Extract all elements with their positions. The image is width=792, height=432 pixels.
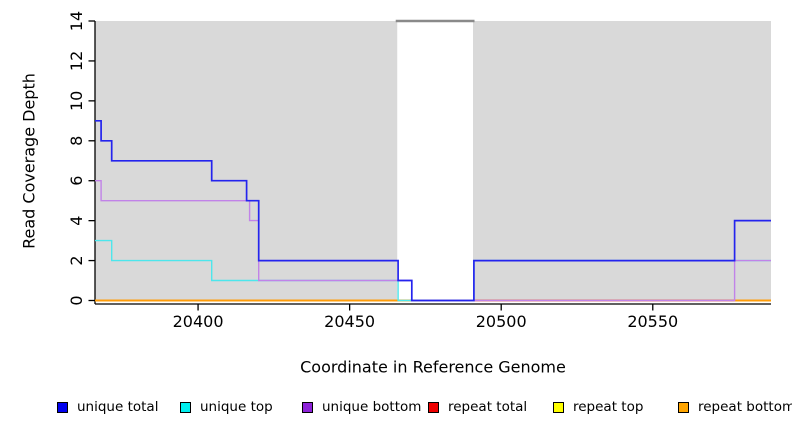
y-tick-label: 0 — [67, 295, 86, 305]
y-tick-label: 8 — [67, 136, 86, 146]
legend-item-unique-total: unique total — [57, 400, 158, 414]
legend-swatch-repeat-total — [428, 401, 439, 413]
legend-item-unique-top: unique top — [180, 400, 273, 414]
legend-label: unique total — [77, 399, 159, 415]
legend-swatch-repeat-bottom — [678, 401, 689, 413]
legend-item-repeat-total: repeat total — [428, 400, 527, 414]
y-axis-title: Read Coverage Depth — [19, 73, 39, 249]
y-tick-label: 4 — [67, 216, 86, 226]
legend-swatch-unique-bottom — [302, 401, 313, 413]
legend-label: repeat bottom — [698, 399, 792, 415]
legend-swatch-repeat-top — [553, 401, 564, 413]
legend-label: unique bottom — [322, 399, 422, 415]
legend-item-repeat-bottom: repeat bottom — [678, 400, 792, 414]
legend-swatch-unique-top — [180, 401, 191, 413]
x-tick-label: 20400 — [173, 312, 224, 331]
coverage-chart-canvas: 0 2 4 6 8 10 12 14 20400 20450 20500 20550 — [67, 11, 771, 331]
y-tick-label: 2 — [67, 255, 86, 265]
x-tick-label: 20450 — [324, 312, 375, 331]
y-tick-label: 12 — [67, 51, 86, 71]
legend-swatch-unique-total — [57, 401, 68, 413]
x-tick-label: 20550 — [627, 312, 678, 331]
legend-label: repeat total — [448, 399, 528, 415]
legend-label: repeat top — [573, 399, 644, 415]
legend-label: unique top — [200, 399, 273, 415]
series-line-unique-total — [95, 119, 771, 302]
plot-background-right — [473, 21, 771, 302]
y-tick-label: 10 — [67, 91, 86, 111]
x-axis-title: Coordinate in Reference Genome — [300, 357, 566, 377]
y-tick-label: 14 — [67, 11, 86, 31]
x-tick-label: 20500 — [476, 312, 527, 331]
legend-item-repeat-top: repeat top — [553, 400, 643, 414]
legend-item-unique-bottom: unique bottom — [302, 400, 421, 414]
y-tick-label: 6 — [67, 176, 86, 186]
